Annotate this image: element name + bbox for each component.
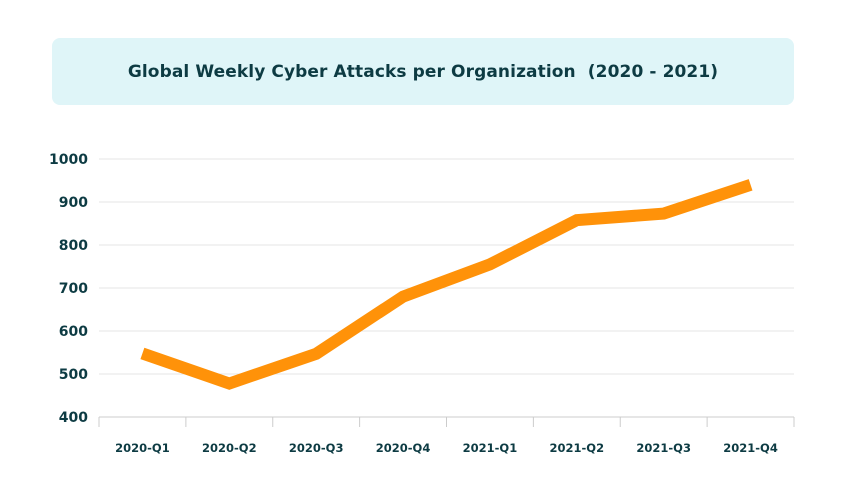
y-tick-label-400: 400 <box>59 410 88 426</box>
x-tick-label-2021-q1: 2021-Q1 <box>463 441 518 455</box>
x-tick-label-2021-q2: 2021-Q2 <box>550 441 605 455</box>
x-tick-label-2020-q4: 2020-Q4 <box>376 441 431 455</box>
chart-title: Global Weekly Cyber Attacks per Organiza… <box>127 61 719 82</box>
x-axis <box>98 416 795 427</box>
x-axis-tick-labels: 2020-Q1 2020-Q2 2020-Q3 2020-Q4 2021-Q1 2021-… <box>115 441 778 455</box>
y-axis-tick-labels: 400 500 600 700 800 900 1000 <box>49 152 88 426</box>
gridlines <box>99 158 794 375</box>
y-tick-label-900: 900 <box>59 195 88 211</box>
y-tick-label-700: 700 <box>59 281 88 297</box>
y-tick-label-600: 600 <box>59 324 88 340</box>
x-tick-label-2021-q4: 2021-Q4 <box>723 441 778 455</box>
x-tick-label-2020-q3: 2020-Q3 <box>289 441 344 455</box>
series-line-0 <box>140 179 753 390</box>
y-tick-label-500: 500 <box>59 367 88 383</box>
x-tick-label-2020-q1: 2020-Q1 <box>115 441 170 455</box>
y-tick-label-1000: 1000 <box>49 152 88 168</box>
chart-title-box: Global Weekly Cyber Attacks per Organiza… <box>52 38 794 105</box>
y-tick-label-800: 800 <box>59 238 88 254</box>
series-layer <box>140 179 753 390</box>
x-tick-label-2021-q3: 2021-Q3 <box>636 441 691 455</box>
x-tick-label-2020-q2: 2020-Q2 <box>202 441 257 455</box>
